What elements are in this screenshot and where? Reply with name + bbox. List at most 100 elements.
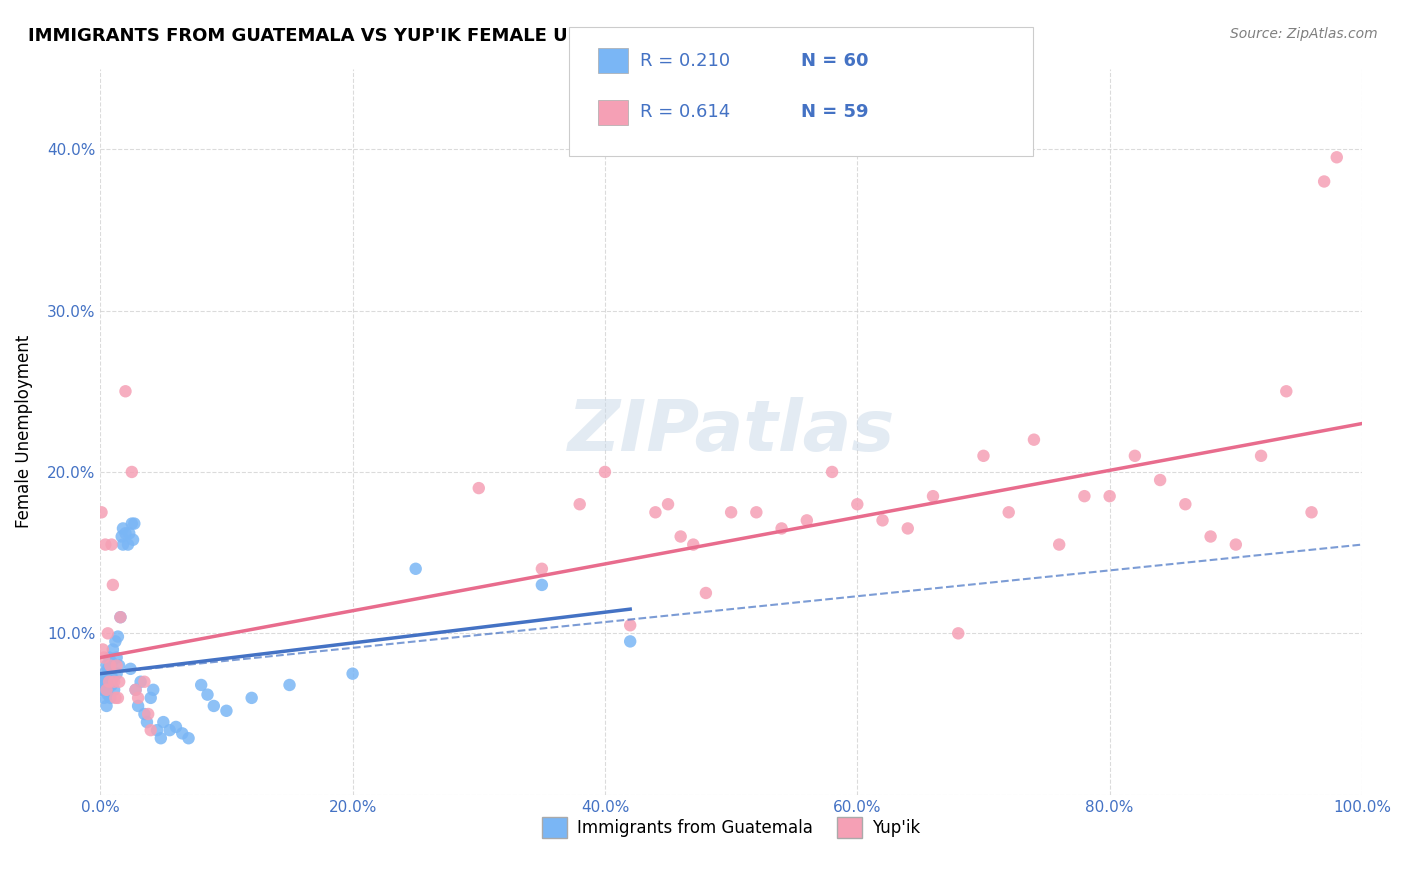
Point <box>530 578 553 592</box>
Point <box>720 505 742 519</box>
Point <box>97 662 120 676</box>
Point <box>127 690 149 705</box>
Point <box>165 720 187 734</box>
Point <box>1174 497 1197 511</box>
Point <box>94 678 117 692</box>
Point <box>100 538 122 552</box>
Point <box>568 497 591 511</box>
Point <box>121 465 143 479</box>
Point <box>997 505 1019 519</box>
Point <box>342 666 364 681</box>
Point <box>190 678 212 692</box>
Point <box>1149 473 1171 487</box>
Point <box>202 698 225 713</box>
Point <box>117 538 139 552</box>
Point <box>129 674 152 689</box>
Point <box>1326 150 1348 164</box>
Point <box>240 690 263 705</box>
Point <box>91 642 114 657</box>
Point <box>948 626 970 640</box>
Point <box>278 678 301 692</box>
Point <box>96 682 118 697</box>
Text: R = 0.614: R = 0.614 <box>640 103 730 121</box>
Point <box>644 505 666 519</box>
Point <box>159 723 181 738</box>
Point <box>98 658 121 673</box>
Point <box>111 521 134 535</box>
Point <box>134 674 156 689</box>
Point <box>405 562 427 576</box>
Point <box>107 690 129 705</box>
Point <box>1199 529 1222 543</box>
Point <box>172 726 194 740</box>
Point <box>98 674 121 689</box>
Point <box>1047 538 1070 552</box>
Y-axis label: Female Unemployment: Female Unemployment <box>15 335 32 528</box>
Point <box>972 449 994 463</box>
Point <box>124 682 146 697</box>
Point <box>100 656 122 670</box>
Point <box>101 642 124 657</box>
Point <box>118 526 141 541</box>
Point <box>142 682 165 697</box>
Point <box>104 634 127 648</box>
Point <box>1250 449 1272 463</box>
Point <box>108 674 131 689</box>
Point <box>1225 538 1247 552</box>
Point <box>93 666 115 681</box>
Point <box>100 678 122 692</box>
Point <box>122 533 145 547</box>
Text: N = 60: N = 60 <box>801 52 869 70</box>
Point <box>124 516 146 531</box>
Point <box>821 465 844 479</box>
Point <box>197 688 219 702</box>
Point <box>90 505 112 519</box>
Point <box>146 723 169 738</box>
Text: ZIPatlas: ZIPatlas <box>568 397 894 467</box>
Text: Source: ZipAtlas.com: Source: ZipAtlas.com <box>1230 27 1378 41</box>
Point <box>98 650 121 665</box>
Point <box>796 513 818 527</box>
Point <box>897 521 920 535</box>
Point <box>136 715 159 730</box>
Point <box>104 690 127 705</box>
Point <box>94 538 117 552</box>
Point <box>695 586 717 600</box>
Point <box>127 698 149 713</box>
Point <box>1098 489 1121 503</box>
Point <box>120 662 142 676</box>
Point <box>103 674 125 689</box>
Point <box>770 521 793 535</box>
Point <box>107 630 129 644</box>
Text: IMMIGRANTS FROM GUATEMALA VS YUP'IK FEMALE UNEMPLOYMENT CORRELATION CHART: IMMIGRANTS FROM GUATEMALA VS YUP'IK FEMA… <box>28 27 943 45</box>
Point <box>922 489 945 503</box>
Point <box>136 706 159 721</box>
Point <box>114 526 136 541</box>
Point <box>108 658 131 673</box>
Point <box>657 497 679 511</box>
Point <box>177 731 200 746</box>
Point <box>593 465 616 479</box>
Point <box>96 682 118 697</box>
Point <box>110 610 132 624</box>
Point <box>98 690 121 705</box>
Point <box>149 731 172 746</box>
Point <box>105 658 128 673</box>
Point <box>98 666 121 681</box>
Point <box>1022 433 1045 447</box>
Point <box>1275 384 1298 399</box>
Point <box>1301 505 1323 519</box>
Point <box>121 516 143 531</box>
Point <box>745 505 768 519</box>
Point <box>139 723 162 738</box>
Point <box>90 674 112 689</box>
Point <box>669 529 692 543</box>
Point <box>96 658 118 673</box>
Point <box>619 618 641 632</box>
Point <box>111 529 134 543</box>
Point <box>97 688 120 702</box>
Point <box>96 698 118 713</box>
Point <box>101 672 124 686</box>
Text: N = 59: N = 59 <box>801 103 869 121</box>
Point <box>93 650 115 665</box>
